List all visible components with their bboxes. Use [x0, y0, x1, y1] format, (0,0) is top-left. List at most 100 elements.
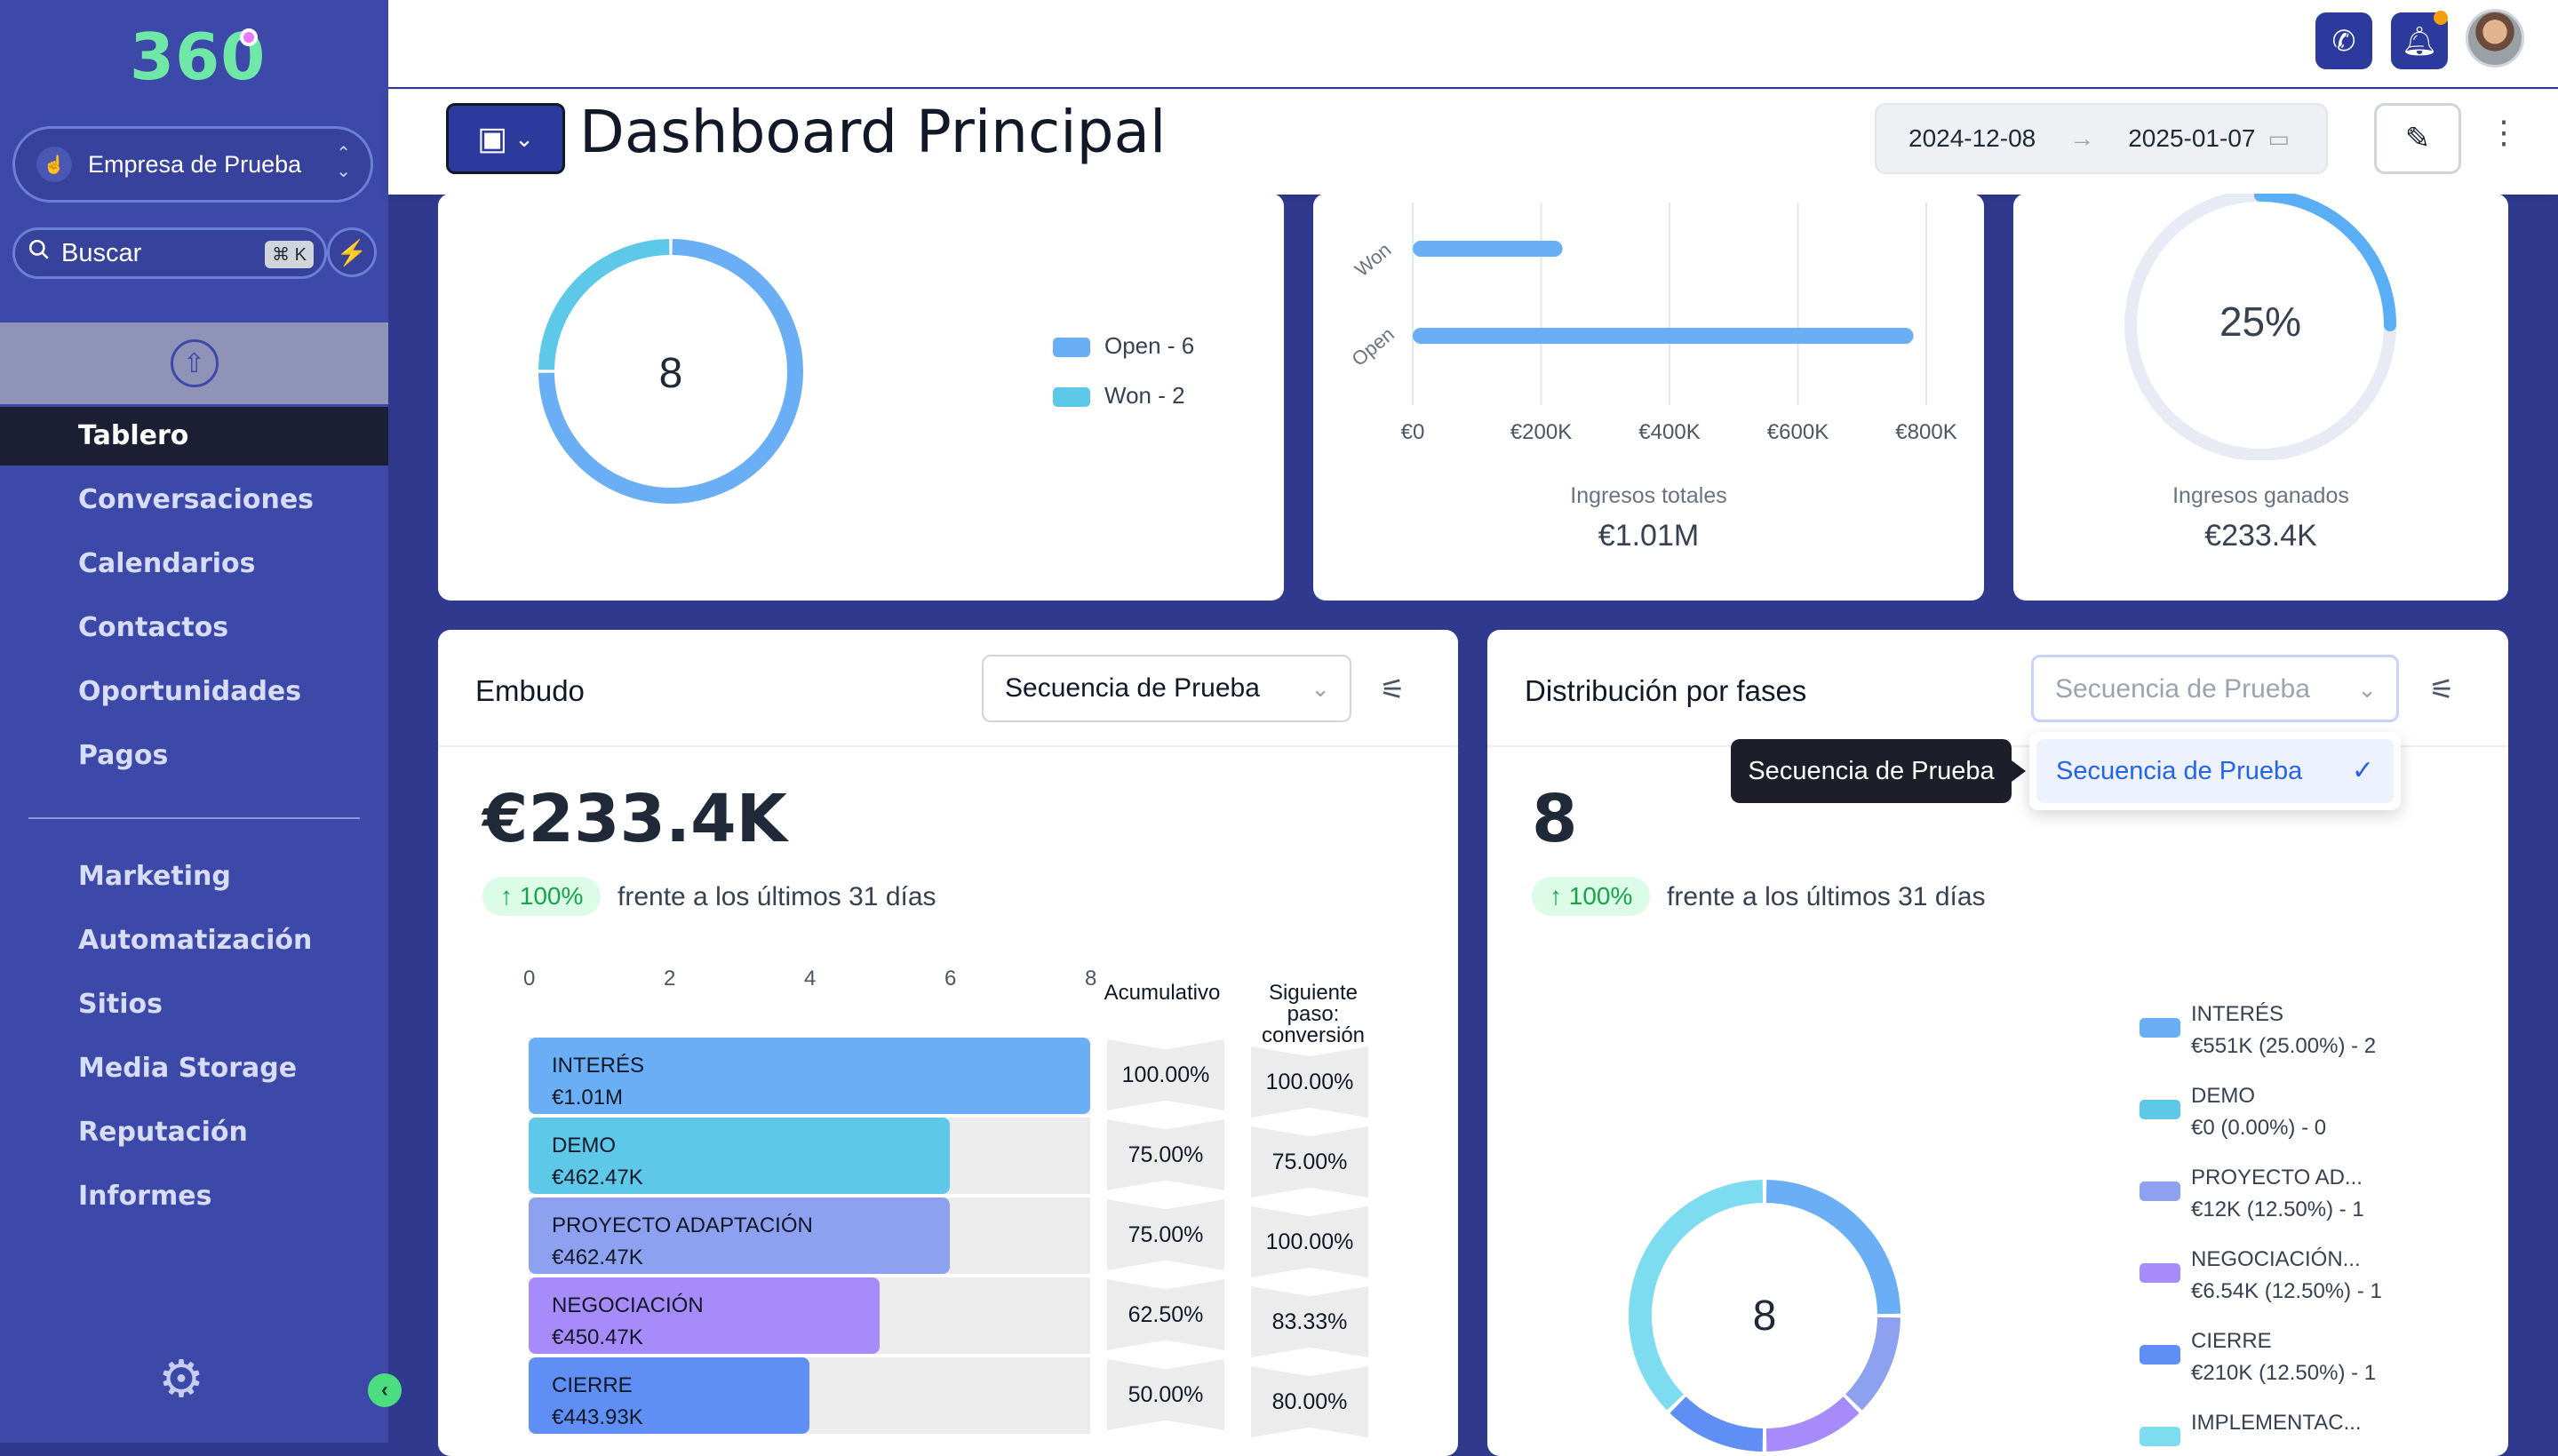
- status-donut-chart: 8: [538, 239, 803, 504]
- funnel-bar[interactable]: PROYECTO ADAPTACIÓN €462.47K: [529, 1197, 950, 1274]
- donut-slice-won[interactable]: [538, 239, 670, 370]
- sidebar-item-oportunidades[interactable]: Oportunidades: [78, 676, 302, 707]
- settings-gear-icon[interactable]: ⚙: [158, 1350, 204, 1408]
- date-to: 2025-01-07: [2128, 124, 2256, 152]
- funnel-stage-name: NEGOCIACIÓN: [552, 1293, 704, 1317]
- funnel-cumulative-cell: 62.50%: [1107, 1279, 1224, 1350]
- filter-sliders-icon[interactable]: ⚟: [2429, 673, 2455, 705]
- donut-slice-cierre[interactable]: [1669, 1396, 1764, 1452]
- sidebar-item-media-storage[interactable]: Media Storage: [78, 1053, 298, 1084]
- bar-won[interactable]: [1413, 241, 1563, 257]
- home-button[interactable]: ⇧: [0, 322, 388, 404]
- top-bar: [388, 0, 2558, 87]
- funnel-axis-tick: 2: [664, 967, 676, 991]
- sidebar: 360 ☝ Empresa de Prueba ⌃ ⌄ Buscar ⌘ K ⚡ …: [0, 0, 388, 1443]
- search-placeholder: Buscar: [61, 238, 142, 267]
- arrow-right-icon: →: [2069, 124, 2095, 152]
- funnel-stage-amount: €443.93K: [552, 1405, 643, 1429]
- donut-slice-implementac-[interactable]: [1629, 1180, 1764, 1411]
- donut-slice-negociaci-n-[interactable]: [1765, 1396, 1860, 1452]
- sidebar-item-informes[interactable]: Informes: [78, 1181, 212, 1212]
- funnel-cumulative-cell: 50.00%: [1107, 1359, 1224, 1430]
- donut-slice-proyecto-ad-[interactable]: [1845, 1317, 1901, 1411]
- funnel-stage-name: PROYECTO ADAPTACIÓN: [552, 1213, 813, 1237]
- legend-stage-name: IMPLEMENTAC...: [2191, 1411, 2362, 1435]
- sidebar-item-reputacion[interactable]: Reputación: [78, 1117, 248, 1148]
- avatar[interactable]: [2466, 9, 2524, 68]
- distribution-pipeline-select[interactable]: Secuencia de Prueba ⌄: [2031, 655, 2399, 722]
- sidebar-item-calendarios[interactable]: Calendarios: [78, 548, 256, 579]
- funnel-delta-badge: ↑ 100%: [482, 877, 602, 916]
- filter-sliders-icon[interactable]: ⚟: [1380, 673, 1406, 705]
- dashboard-layout-switcher[interactable]: ▣ ⌄: [446, 103, 565, 174]
- funnel-stage-amount: €462.47K: [552, 1166, 643, 1189]
- sidebar-item-tablero[interactable]: Tablero: [0, 407, 388, 465]
- search-input[interactable]: Buscar ⌘ K: [12, 227, 327, 279]
- quick-action-bolt-icon[interactable]: ⚡: [327, 227, 377, 277]
- funnel-stage-name: DEMO: [552, 1134, 616, 1158]
- legend-open-label: Open - 6: [1104, 332, 1195, 359]
- sidebar-item-automatizacion[interactable]: Automatización: [78, 925, 313, 956]
- distribution-donut-chart: 8: [1629, 1180, 1901, 1452]
- date-range-picker[interactable]: 2024-12-08 → 2025-01-07 ▭: [1875, 103, 2328, 174]
- status-donut-slices: [538, 239, 803, 504]
- distribution-donut-total: 8: [1753, 1293, 1777, 1340]
- col-cumulative-header: Acumulativo: [1104, 981, 1221, 1005]
- checkmark-icon: ✓: [2351, 756, 2374, 785]
- funnel-cumulative-cell: 75.00%: [1107, 1119, 1224, 1190]
- funnel-axis-tick: 0: [523, 967, 536, 991]
- legend-stage-name: CIERRE: [2191, 1329, 2272, 1353]
- sidebar-item-contactos[interactable]: Contactos: [78, 612, 229, 643]
- sidebar-item-conversaciones[interactable]: Conversaciones: [78, 484, 315, 515]
- won-value: €233.4K: [2204, 519, 2317, 553]
- distribution-title: Distribución por fases: [1525, 674, 1807, 707]
- funnel-bar[interactable]: DEMO €462.47K: [529, 1118, 950, 1194]
- donut-slice-open[interactable]: [538, 239, 803, 504]
- won-card: 25% Ingresos ganados €233.4K: [2013, 194, 2508, 601]
- funnel-bar[interactable]: NEGOCIACIÓN €450.47K: [529, 1277, 880, 1354]
- legend-swatch: [2140, 1263, 2180, 1283]
- chevron-down-icon: ⌄: [2357, 676, 2377, 703]
- edit-pencil-icon[interactable]: ✎: [2374, 103, 2461, 174]
- legend-swatch: [2140, 1018, 2180, 1038]
- legend-open: Open - 6: [1053, 332, 1194, 360]
- legend-swatch: [1053, 387, 1090, 408]
- company-switcher[interactable]: ☝ Empresa de Prueba ⌃ ⌄: [12, 126, 373, 203]
- won-caption: Ingresos ganados: [2172, 483, 2349, 508]
- layout-grid-icon: ▣: [477, 120, 508, 156]
- company-name: Empresa de Prueba: [88, 150, 302, 178]
- bar-open[interactable]: [1413, 328, 1914, 344]
- page-title: Dashboard Principal: [579, 98, 1167, 166]
- funnel-next-conversion-cell: 80.00%: [1251, 1366, 1368, 1437]
- won-gauge-chart: 25%: [2124, 194, 2396, 461]
- pipeline-option[interactable]: Secuencia de Prueba ✓: [2036, 739, 2394, 803]
- chevron-down-icon: ⌄: [1311, 675, 1330, 702]
- legend-stage-name: DEMO: [2191, 1084, 2255, 1108]
- more-options-icon[interactable]: ⋮: [2488, 114, 2520, 150]
- legend-swatch: [1053, 338, 1090, 358]
- distribution-delta-badge: ↑ 100%: [1532, 877, 1651, 916]
- y-category-label: Open: [1348, 322, 1399, 370]
- sidebar-item-marketing[interactable]: Marketing: [78, 861, 231, 892]
- revenue-card: €0 €200K €400K €600K €800K Won Open Ingresos t…: [1313, 194, 1984, 601]
- legend-stage-name: PROYECTO AD...: [2191, 1166, 2363, 1189]
- collapse-sidebar-chevron-icon[interactable]: ‹: [368, 1373, 402, 1407]
- col-next-header: Siguiente paso: conversión: [1261, 981, 1366, 1047]
- funnel-big-value: €233.4K: [482, 781, 787, 857]
- status-card: 8 Open - 6 Won - 2: [438, 194, 1284, 601]
- legend-swatch: [2140, 1100, 2180, 1119]
- funnel-pipeline-select[interactable]: Secuencia de Prueba ⌄: [982, 655, 1351, 722]
- funnel-stage-name: INTERÉS: [552, 1054, 645, 1078]
- funnel-stage-amount: €1.01M: [552, 1086, 624, 1110]
- funnel-stage-name: CIERRE: [552, 1373, 633, 1397]
- funnel-next-conversion-cell: 83.33%: [1251, 1286, 1368, 1357]
- funnel-bar[interactable]: INTERÉS €1.01M: [529, 1038, 1090, 1114]
- funnel-bar[interactable]: CIERRE €443.93K: [529, 1357, 809, 1434]
- phone-icon[interactable]: ✆: [2315, 12, 2372, 69]
- notifications-bell-icon[interactable]: 🔔︎: [2391, 11, 2448, 69]
- chevron-updown-icon: ⌃ ⌄: [336, 144, 351, 181]
- funnel-vs-text: frente a los últimos 31 días: [618, 882, 936, 911]
- sidebar-item-sitios[interactable]: Sitios: [78, 989, 163, 1020]
- donut-slice-inter-s[interactable]: [1765, 1180, 1901, 1315]
- sidebar-item-pagos[interactable]: Pagos: [78, 740, 169, 771]
